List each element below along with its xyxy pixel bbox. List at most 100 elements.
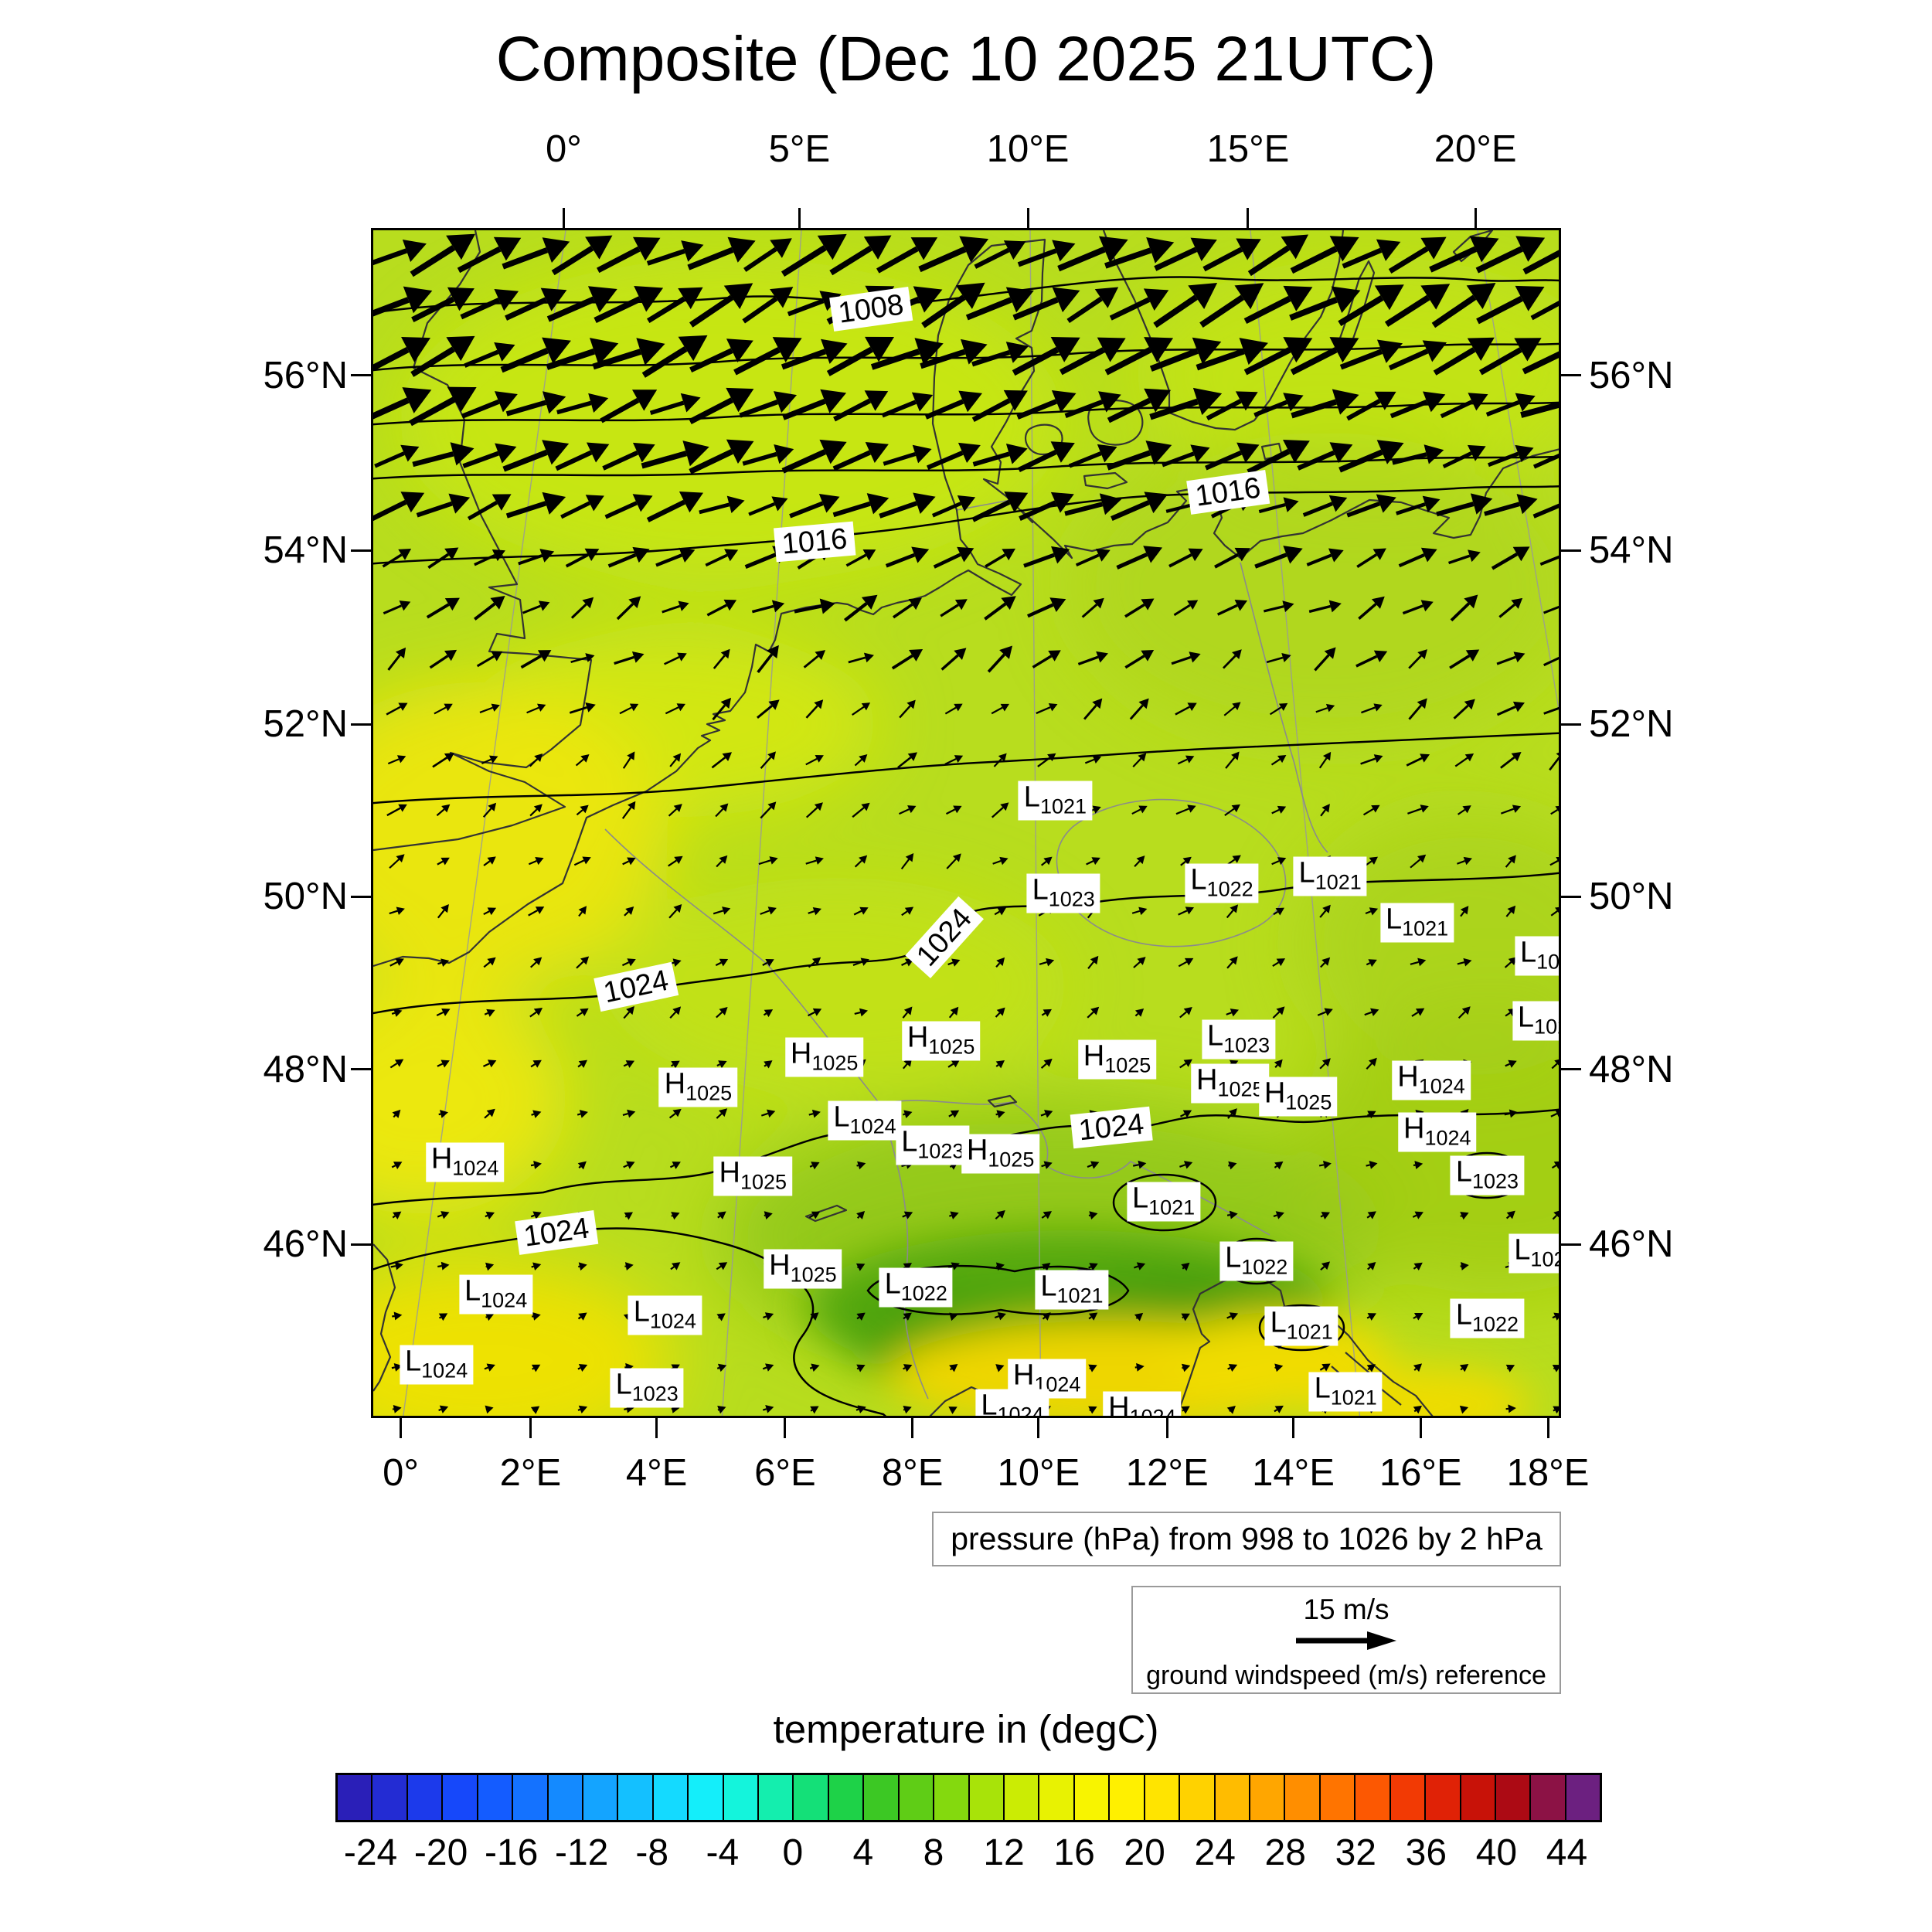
contour-label: 1016 — [774, 522, 856, 563]
colorbar-tick-label: -4 — [706, 1832, 740, 1873]
axis-right-tick — [1561, 374, 1581, 377]
axis-right-tick — [1561, 723, 1581, 726]
colorbar-segment — [1355, 1775, 1391, 1820]
axis-bottom-tick — [1292, 1418, 1294, 1438]
pressure-center-low: L1023 — [1450, 1155, 1525, 1196]
axis-right-tick — [1561, 895, 1581, 898]
axis-right-label: 54°N — [1589, 529, 1674, 572]
colorbar-segment — [1285, 1775, 1321, 1820]
axis-left-label: 54°N — [263, 529, 348, 572]
axis-left-label: 46°N — [263, 1223, 348, 1266]
axis-bottom-tick — [1037, 1418, 1040, 1438]
colorbar-segment — [443, 1775, 478, 1820]
colorbar-segment — [478, 1775, 514, 1820]
pressure-center-low: L1021 — [1035, 1270, 1109, 1310]
axis-bottom-label: 16°E — [1379, 1452, 1462, 1494]
axis-top-tick — [1026, 208, 1029, 228]
colorbar-segment — [1110, 1775, 1145, 1820]
pressure-center-low: L1022 — [1450, 1298, 1525, 1338]
axis-right-tick — [1561, 1068, 1581, 1071]
colorbar-tick-label: -16 — [484, 1832, 539, 1873]
axis-top-label: 0° — [546, 128, 582, 170]
pressure-center-low: L1021 — [1264, 1306, 1338, 1346]
pressure-center-high: H1024 — [425, 1142, 505, 1182]
wind-reference-speed-label: 15 m/s — [1303, 1594, 1389, 1625]
colorbar-segment — [759, 1775, 794, 1820]
colorbar-tick-label: 32 — [1335, 1832, 1376, 1873]
axis-top-tick — [798, 208, 801, 228]
colorbar-segment — [618, 1775, 654, 1820]
colorbar-title: temperature in (degC) — [773, 1707, 1159, 1751]
axis-left-label: 48°N — [263, 1048, 348, 1090]
colorbar-segment — [689, 1775, 724, 1820]
wind-reference-legend: 15 m/s ground windspeed (m/s) reference — [1131, 1586, 1561, 1694]
contour-label: 1008 — [828, 286, 913, 332]
pressure-center-low: L1021 — [1509, 1233, 1559, 1274]
axis-right-label: 46°N — [1589, 1223, 1674, 1266]
pressure-center-low: L1023 — [896, 1125, 970, 1165]
colorbar-segment — [934, 1775, 970, 1820]
colorbar-tick-label: 40 — [1475, 1832, 1518, 1873]
pressure-center-high: H1024 — [1103, 1391, 1182, 1416]
colorbar-segment — [1390, 1775, 1427, 1820]
figure-title: Composite (Dec 10 2025 21UTC) — [495, 24, 1437, 94]
map-label-overlay: L1021 L1023 L1022 L1021 L1021 L1021 L1022 L1023… — [373, 230, 1559, 1416]
axis-top-tick — [562, 208, 565, 228]
colorbar-segment — [653, 1775, 689, 1820]
colorbar-segment — [794, 1775, 829, 1820]
axis-bottom-tick — [655, 1418, 658, 1438]
axis-top-tick — [1247, 208, 1250, 228]
colorbar-tick-label: -8 — [635, 1832, 669, 1873]
axis-right-label: 52°N — [1589, 703, 1674, 746]
pressure-center-low: L1024 — [628, 1295, 702, 1335]
wind-reference-arrow-icon — [1296, 1631, 1396, 1650]
axis-bottom-label: 18°E — [1506, 1452, 1590, 1494]
axis-bottom-label: 12°E — [1125, 1452, 1209, 1494]
pressure-center-high: H1024 — [1397, 1112, 1477, 1152]
colorbar-segment — [1145, 1775, 1181, 1820]
pressure-center-high: H1025 — [1077, 1039, 1157, 1080]
colorbar-segment — [1215, 1775, 1250, 1820]
colorbar-segment — [1426, 1775, 1461, 1820]
axis-right-tick — [1561, 549, 1581, 552]
contour-label: 1024 — [594, 962, 679, 1012]
colorbar-tick-label: 8 — [923, 1832, 944, 1873]
colorbar-segment — [583, 1775, 619, 1820]
pressure-center-high: H1025 — [1258, 1077, 1338, 1117]
pressure-center-low: L1022 — [1185, 863, 1259, 903]
axis-right-label: 48°N — [1589, 1048, 1674, 1090]
colorbar-segment — [864, 1775, 900, 1820]
colorbar-segment — [723, 1775, 760, 1820]
colorbar-segment — [1531, 1775, 1566, 1820]
pressure-center-low: L1022 — [1512, 1001, 1559, 1041]
axis-bottom-tick — [911, 1418, 914, 1438]
pressure-center-low: L1023 — [610, 1368, 684, 1408]
axis-left-label: 52°N — [263, 703, 348, 746]
pressure-center-low: L1021 — [1018, 781, 1093, 821]
colorbar-segment — [407, 1775, 444, 1820]
pressure-center-low: L1023 — [1201, 1019, 1276, 1060]
colorbar-tick-label: 12 — [983, 1832, 1025, 1873]
colorbar-segment — [899, 1775, 935, 1820]
axis-left-label: 50°N — [263, 876, 348, 918]
contour-label: 1024 — [905, 896, 984, 978]
axis-top-label: 15°E — [1206, 128, 1290, 170]
colorbar-segment — [338, 1775, 373, 1820]
colorbar-segment — [1074, 1775, 1111, 1820]
axis-bottom-label: 4°E — [625, 1452, 688, 1494]
axis-left-tick — [351, 1243, 371, 1246]
axis-bottom-label: 2°E — [499, 1452, 562, 1494]
pressure-center-low: L1021 — [1293, 856, 1367, 896]
colorbar-segment — [513, 1775, 549, 1820]
map-panel: L1021 L1023 L1022 L1021 L1021 L1021 L1022 L1023… — [371, 228, 1561, 1418]
axis-left-tick — [351, 549, 371, 552]
colorbar-tick-label: 44 — [1546, 1832, 1588, 1873]
pressure-center-high: H1025 — [764, 1249, 842, 1289]
axis-top-label: 5°E — [768, 128, 831, 170]
colorbar-segment — [828, 1775, 865, 1820]
pressure-center-high: H1025 — [784, 1037, 864, 1077]
pressure-center-low: L1024 — [459, 1274, 533, 1315]
axis-left-tick — [351, 1068, 371, 1071]
axis-right-label: 50°N — [1589, 876, 1674, 918]
axis-top-tick — [1474, 208, 1477, 228]
